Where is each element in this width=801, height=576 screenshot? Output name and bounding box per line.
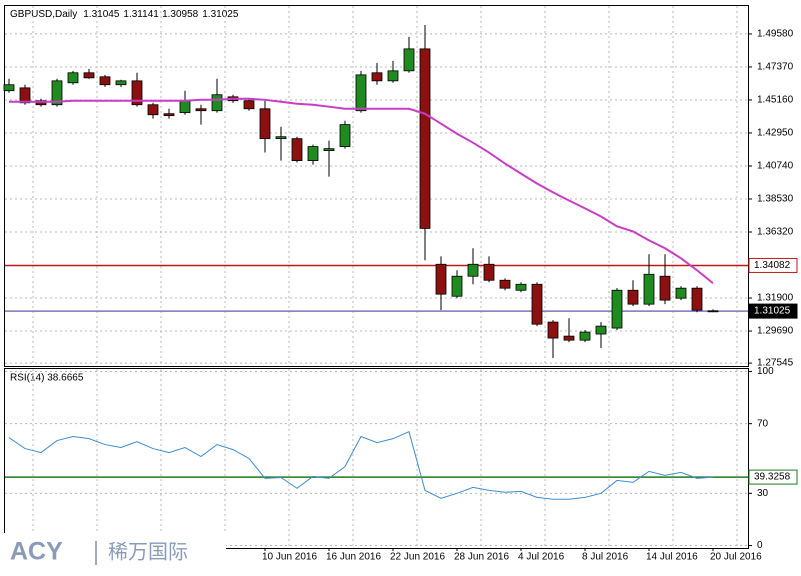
x-tick-label: 8 Jul 2016 <box>582 552 629 563</box>
candle-body-up <box>403 48 415 72</box>
x-tick-label: 10 Jun 2016 <box>262 552 317 563</box>
candle-body-down <box>659 275 671 301</box>
y-tick-label: 1.27545 <box>757 358 794 369</box>
y-tick-label: 1.49580 <box>757 29 794 40</box>
indicator-line <box>8 430 714 500</box>
candle-body-down <box>627 289 639 305</box>
candle-body-down <box>99 76 111 86</box>
candle-body-down <box>691 287 703 311</box>
candle-body-down <box>483 263 495 281</box>
candle-body-down <box>163 113 175 117</box>
level-label-box <box>748 303 798 319</box>
candle-body-down <box>531 283 543 325</box>
x-tick-label: 16 Jun 2016 <box>326 552 381 563</box>
candle-body-down <box>291 138 303 162</box>
candle-body-down <box>83 72 95 79</box>
candle-body-up <box>643 273 655 305</box>
candle-body-down <box>435 263 447 295</box>
watermark-name: 稀万国际 <box>108 540 188 563</box>
level-label-box <box>748 257 798 273</box>
y-tick-label: 100 <box>757 366 774 377</box>
rsi-title: RSI(14) 38.6665 <box>10 373 84 384</box>
candle-body-down <box>243 100 255 110</box>
candle-body-down <box>563 335 575 341</box>
candle-body-down <box>19 87 31 104</box>
chart-header: GBPUSD,Daily 1.31045 1.31141 1.30958 1.31025 <box>10 9 239 20</box>
candle-body-up <box>339 124 351 147</box>
level-label-box <box>748 469 798 485</box>
candle-body-up <box>67 72 79 84</box>
candle-body-up <box>275 136 287 140</box>
candle-body-up <box>3 84 15 92</box>
y-tick-label: 1.45160 <box>757 95 794 106</box>
candle-body-down <box>259 108 271 140</box>
y-tick-label: 70 <box>757 418 769 429</box>
open-value: 1.31045 <box>83 9 120 20</box>
y-tick-label: 1.38530 <box>757 194 794 205</box>
x-tick-label: 20 Jul 2016 <box>710 552 762 563</box>
chart-title: GBPUSD,Daily <box>10 9 77 20</box>
y-tick-label: 1.42950 <box>757 128 794 139</box>
high-value: 1.31141 <box>123 9 159 20</box>
level-label: 1.34082 <box>754 260 791 271</box>
rsi-panel-frame <box>4 368 749 549</box>
candle-body-down <box>131 80 143 106</box>
candle-body-up <box>51 80 63 106</box>
candle-body-up <box>611 289 623 329</box>
candle-body-down <box>147 104 159 116</box>
candle-body-up <box>387 70 399 82</box>
level-label: 1.31025 <box>754 306 791 317</box>
candle-body-down <box>371 72 383 82</box>
candle-body-up <box>307 146 319 162</box>
candle-body-up <box>467 263 479 277</box>
x-tick-label: 22 Jun 2016 <box>390 552 445 563</box>
candle-body-up <box>211 94 223 112</box>
x-tick-label: 28 Jun 2016 <box>454 552 509 563</box>
candle-body-up <box>323 148 335 151</box>
level-label: 39.3258 <box>754 472 791 483</box>
y-tick-label: 0 <box>757 540 763 551</box>
moving-average <box>9 97 714 285</box>
candle-body-up <box>179 100 191 114</box>
low-value: 1.30958 <box>162 9 199 20</box>
marks: 1.49580 1.47370 1.45160 1.42950 1.40740 1.385… <box>3 6 798 563</box>
candle-body-down <box>547 321 559 339</box>
main-panel-frame <box>4 5 749 367</box>
candle-body-up <box>115 80 127 86</box>
y-tick-label: 30 <box>757 488 769 499</box>
x-tick-label: 4 Jul 2016 <box>518 552 565 563</box>
candle-body-up <box>451 275 463 297</box>
candle-body-up <box>515 283 527 291</box>
candle-body-down <box>195 108 207 112</box>
candle-body-up <box>675 287 687 299</box>
candle-body-up <box>355 74 367 112</box>
x-tick-label: 14 Jul 2016 <box>646 552 698 563</box>
y-tick-label: 1.29690 <box>757 326 794 337</box>
candle-body-up <box>595 325 607 335</box>
watermark-brand: ACY <box>10 538 63 566</box>
y-tick-label: 1.36320 <box>757 227 794 238</box>
close-value: 1.31025 <box>202 9 239 20</box>
y-tick-label: 1.31900 <box>757 293 794 304</box>
y-tick-label: 1.47370 <box>757 62 794 73</box>
candle-body-down <box>419 48 431 229</box>
watermark-box <box>0 533 226 576</box>
y-tick-label: 1.40740 <box>757 161 794 172</box>
candle-body-down <box>707 310 719 313</box>
candle-body-up <box>579 331 591 341</box>
candle-body-down <box>499 279 511 289</box>
